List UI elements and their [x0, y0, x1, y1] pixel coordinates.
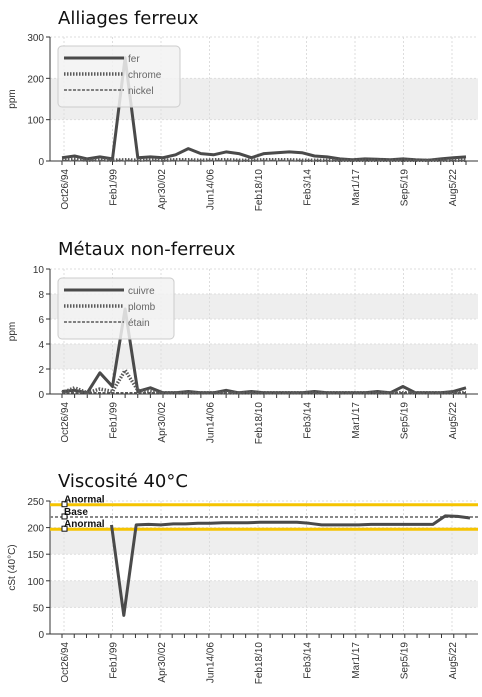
y-tick-label: 50	[33, 603, 45, 614]
y-tick-label: 6	[38, 315, 44, 326]
x-tick-label: Jun14/06	[206, 642, 217, 684]
reference-label: Base	[64, 507, 88, 518]
y-tick-label: 250	[27, 497, 44, 508]
x-tick-label: Aug5/22	[448, 169, 459, 207]
y-tick-label: 0	[38, 390, 44, 401]
chart-title: Viscosité 40°C	[58, 471, 188, 492]
x-tick-label: Mar1/17	[351, 169, 362, 206]
x-tick-label: Oct26/94	[60, 642, 71, 683]
x-tick-label: Feb3/14	[303, 642, 314, 679]
y-axis-label: ppm	[7, 89, 18, 108]
y-tick-label: 0	[38, 157, 44, 168]
legend-label-plomb: plomb	[128, 302, 156, 313]
x-tick-label: Apr30/02	[157, 169, 168, 210]
chart-viscosite-40-c: Viscosité 40°C 0 50 100 150 200 250 Oct26/94 Feb…	[7, 471, 478, 684]
x-tick-label: Feb3/14	[303, 402, 314, 439]
y-tick-label: 4	[38, 340, 44, 351]
x-tick-label: Feb3/14	[303, 169, 314, 206]
y-tick-label: 100	[27, 577, 44, 588]
x-tick-label: Feb1/99	[109, 169, 120, 206]
series-line-chrome	[61, 157, 466, 162]
x-tick-label: Jun14/06	[206, 169, 217, 211]
y-tick-label: 150	[27, 550, 44, 561]
x-tick-label: Apr30/02	[157, 402, 168, 443]
x-tick-label: Aug5/22	[448, 642, 459, 680]
x-tick-label: Apr30/02	[157, 642, 168, 683]
legend-label-nickel: nickel	[128, 86, 154, 97]
x-tick-label: Sep5/19	[400, 642, 411, 680]
legend-box	[57, 277, 175, 340]
x-tick-label: Feb1/99	[109, 402, 120, 439]
series-line-viscosite	[110, 514, 471, 617]
chart-title: Alliages ferreux	[58, 8, 199, 29]
legend: fer chrome nickel	[57, 45, 181, 108]
y-tick-label: 0	[38, 630, 44, 641]
reference-marker	[61, 525, 68, 532]
legend-box	[57, 45, 181, 108]
x-tick-label: Mar1/17	[351, 402, 362, 439]
x-tick-label: Feb1/99	[109, 642, 120, 679]
legend-label-cuivre: cuivre	[128, 286, 155, 297]
y-tick-label: 200	[27, 524, 44, 535]
x-tick-label: Mar1/17	[351, 642, 362, 679]
y-tick-label: 200	[27, 74, 44, 85]
legend-label-etain: étain	[128, 318, 150, 329]
x-tick-label: Aug5/22	[448, 402, 459, 440]
x-tick-label: Oct26/94	[60, 402, 71, 443]
reference-label: Anormal	[64, 519, 105, 530]
y-tick-label: 100	[27, 116, 44, 127]
y-tick-label: 2	[38, 365, 44, 376]
y-tick-label: 10	[33, 265, 45, 276]
band	[50, 527, 478, 555]
x-tick-label: Jun14/06	[206, 402, 217, 444]
x-tick-label: Feb18/10	[254, 169, 265, 212]
legend-label-fer: fer	[128, 54, 140, 65]
x-tick-label: Sep5/19	[400, 402, 411, 440]
x-tick-label: Feb18/10	[254, 642, 265, 685]
y-tick-label: 8	[38, 290, 44, 301]
band	[50, 580, 478, 608]
legend-label-chrome: chrome	[128, 70, 162, 81]
band	[50, 344, 478, 369]
y-axis-label: ppm	[7, 322, 18, 341]
legend: cuivre plomb étain	[57, 277, 175, 340]
reference-label: Anormal	[64, 495, 105, 506]
reference-marker	[61, 513, 68, 520]
y-tick-label: 300	[27, 33, 44, 44]
chart-metaux-non-ferreux: Métaux non-ferreux 0 2 4 6 8 10 Oct26/94 Feb1/99…	[7, 239, 478, 444]
x-tick-label: Oct26/94	[60, 169, 71, 210]
chart-title: Métaux non-ferreux	[58, 239, 236, 260]
reference-marker	[61, 501, 68, 508]
y-axis-label: cSt (40°C)	[7, 544, 18, 590]
x-tick-label: Sep5/19	[400, 169, 411, 207]
chart-alliages-ferreux: Alliages ferreux 0 100 200 300 Oct26/94 Feb1/9…	[7, 8, 478, 211]
x-tick-label: Feb18/10	[254, 402, 265, 445]
